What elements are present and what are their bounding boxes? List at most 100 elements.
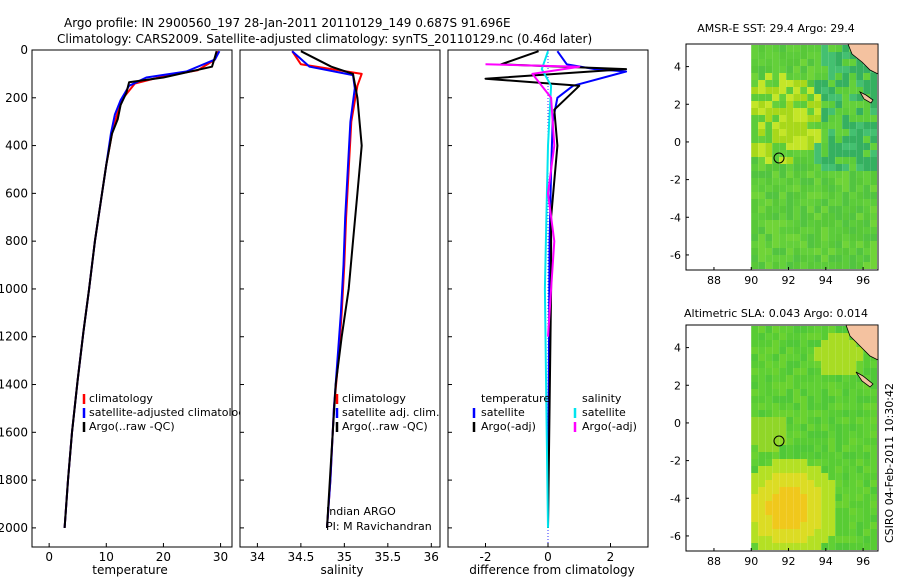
map-y-tick-label: -4 <box>670 492 681 505</box>
map-cell <box>828 522 836 529</box>
map-cell <box>758 150 766 157</box>
map-cell <box>793 529 801 536</box>
map-cell <box>765 234 773 241</box>
map-cell <box>765 52 773 59</box>
map-cell <box>758 368 766 375</box>
map-cell <box>779 473 787 480</box>
map-cell <box>856 382 864 389</box>
map-cell <box>779 354 787 361</box>
map-cell <box>856 473 864 480</box>
map-cell <box>814 431 822 438</box>
map-cell <box>849 522 857 529</box>
map-cell <box>772 199 780 206</box>
map-cell <box>758 403 766 410</box>
map-cell <box>835 248 843 255</box>
map-cell <box>856 115 864 122</box>
map-cell <box>765 354 773 361</box>
map-cell <box>800 424 808 431</box>
map-cell <box>828 361 836 368</box>
map-cell <box>758 424 766 431</box>
map-cell <box>842 129 850 136</box>
map-cell <box>793 480 801 487</box>
map-cell <box>751 227 759 234</box>
map-cell <box>870 375 877 382</box>
map-cell <box>800 171 808 178</box>
map-cell <box>814 473 822 480</box>
map-cell <box>800 206 808 213</box>
map-cell <box>779 87 787 94</box>
map-cell <box>863 241 871 248</box>
map-cell <box>793 508 801 515</box>
map-cell <box>765 178 773 185</box>
map-cell <box>786 87 794 94</box>
map-cell <box>772 171 780 178</box>
sst-map-field <box>751 45 877 269</box>
map-cell <box>793 136 801 143</box>
map-cell <box>779 241 787 248</box>
map-x-tick-label: 90 <box>744 274 758 287</box>
map-cell <box>821 66 829 73</box>
map-cell <box>772 59 780 66</box>
map-cell <box>821 389 829 396</box>
map-cell <box>863 431 871 438</box>
legend-title-salinity: salinity <box>582 392 622 405</box>
map-cell <box>842 101 850 108</box>
map-cell <box>870 487 877 494</box>
map-cell <box>828 115 836 122</box>
map-cell <box>821 150 829 157</box>
map-cell <box>842 59 850 66</box>
map-cell <box>842 94 850 101</box>
map-cell <box>821 143 829 150</box>
map-cell <box>807 466 815 473</box>
map-cell <box>856 403 864 410</box>
map-cell <box>807 87 815 94</box>
temperature-panel: 0 10 20 30 0 200 400 600 800 1000 1200 1400 1600 1800… <box>0 43 252 577</box>
map-cell <box>765 501 773 508</box>
map-cell <box>828 529 836 536</box>
map-cell <box>758 255 766 262</box>
map-cell <box>793 199 801 206</box>
map-cell <box>835 480 843 487</box>
map-cell <box>842 66 850 73</box>
map-cell <box>863 368 871 375</box>
map-cell <box>835 375 843 382</box>
map-cell <box>765 333 773 340</box>
map-cell <box>821 375 829 382</box>
map-cell <box>793 185 801 192</box>
map-cell <box>842 220 850 227</box>
map-cell <box>835 340 843 347</box>
map-cell <box>835 494 843 501</box>
map-cell <box>772 340 780 347</box>
map-cell <box>849 227 857 234</box>
map-cell <box>856 445 864 452</box>
map-cell <box>863 424 871 431</box>
map-cell <box>870 115 877 122</box>
map-cell <box>835 241 843 248</box>
map-cell <box>814 73 822 80</box>
map-cell <box>842 473 850 480</box>
map-cell <box>835 129 843 136</box>
map-cell <box>758 171 766 178</box>
map-cell <box>814 340 822 347</box>
map-cell <box>758 452 766 459</box>
map-cell <box>751 333 759 340</box>
map-cell <box>793 73 801 80</box>
map-cell <box>793 227 801 234</box>
map-cell <box>786 480 794 487</box>
map-cell <box>779 438 787 445</box>
map-cell <box>800 101 808 108</box>
map-cell <box>751 494 759 501</box>
map-cell <box>751 122 759 129</box>
map-x-tick-label: 88 <box>707 274 721 287</box>
map-cell <box>800 94 808 101</box>
map-cell <box>807 501 815 508</box>
map-cell <box>828 171 836 178</box>
map-cell <box>800 333 808 340</box>
map-cell <box>779 59 787 66</box>
map-cell <box>842 115 850 122</box>
map-cell <box>835 164 843 171</box>
map-cell <box>870 185 877 192</box>
map-cell <box>870 459 877 466</box>
map-cell <box>786 157 794 164</box>
map-cell <box>814 255 822 262</box>
